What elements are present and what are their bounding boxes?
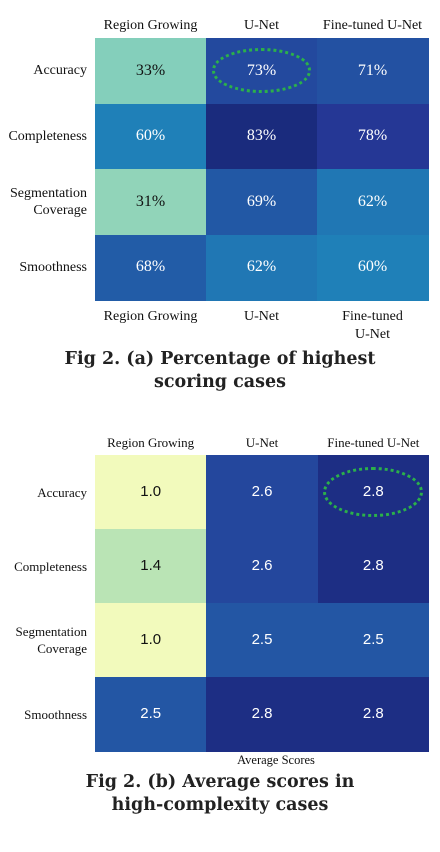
heatmap-a-row-label: Smoothness: [0, 259, 87, 276]
heatmap-b-row-label: Segmentation Coverage: [0, 623, 88, 657]
heatmap-a-bottom-label: Fine-tuned U-Net: [317, 308, 428, 344]
heatmap-b-cell: [95, 455, 207, 530]
heatmap-b-xlabel: Average Scores: [237, 753, 315, 767]
heatmap-a-cell-value: 69%: [246, 192, 277, 210]
heatmap-b-row-label: Completeness: [0, 558, 87, 575]
heatmap-a-cell-value: 71%: [357, 61, 388, 79]
heatmap-a-cell-value: 83%: [246, 127, 277, 145]
heatmap-a-row-label-line-1: Completeness: [8, 128, 87, 144]
heatmap-a-cell-value: 62%: [357, 192, 388, 210]
heatmap-b-cell: [206, 529, 319, 604]
heatmap-a-cell-value: 62%: [246, 258, 277, 276]
heatmap-a-cell-value: 60%: [135, 127, 166, 145]
heatmap-a-bottom-label: U-Net: [206, 308, 317, 326]
caption-b: Fig 2. (b) Average scores in high-comple…: [0, 771, 440, 817]
heatmap-b-cell-value: 1.0: [140, 483, 162, 500]
caption-a-line-1: Fig 2. (a) Percentage of highest: [64, 349, 376, 369]
heatmap-a-bottom-label-line-2: U-Net: [355, 327, 390, 342]
heatmap-b-row-label-line-1: Smoothness: [24, 706, 87, 722]
heatmap-b-cell: [95, 677, 207, 752]
heatmap-b-cell-value: 1.0: [140, 631, 162, 648]
heatmap-b-cell-value: 2.8: [251, 705, 273, 722]
heatmap-a-cell: [95, 234, 207, 301]
heatmap-a-row-label-line-2: Coverage: [33, 202, 87, 218]
heatmap-b-cell-value: 1.4: [140, 557, 162, 574]
heatmap-b-col-header: Region Growing: [107, 435, 195, 450]
caption-a: Fig 2. (a) Percentage of highest scoring…: [0, 348, 440, 394]
heatmap-b-cell-value: 2.6: [251, 557, 273, 574]
heatmap-b-cell: [317, 603, 430, 678]
heatmap-a-bottom-label-line-1: U-Net: [244, 309, 279, 324]
heatmap-b-row-label-line-2: Coverage: [37, 641, 87, 656]
caption-b-line-1: Fig 2. (b) Average scores in: [85, 772, 355, 792]
heatmap-b-cell: [317, 677, 430, 752]
heatmap-b-col-header: Fine-tuned U-Net: [327, 435, 420, 450]
heatmap-b-cell: [317, 529, 430, 604]
heatmap-a-cell: [95, 169, 207, 235]
heatmap-a-cell-value: 33%: [135, 61, 166, 79]
heatmap-b-cell: [206, 677, 319, 752]
heatmap-a-bottom-label: Region Growing: [95, 308, 206, 326]
heatmap-b-cell-value: 2.5: [362, 631, 384, 648]
heatmap-a-cell-value: 31%: [135, 192, 166, 210]
heatmap-b-row-label-line-1: Accuracy: [37, 484, 87, 500]
caption-a-line-2: scoring cases: [154, 372, 286, 392]
heatmap-b-cell-value: 2.8: [362, 705, 384, 722]
heatmap-a-cell: [317, 234, 429, 301]
heatmap-a-cell: [317, 38, 429, 104]
heatmap-a-col-header: U-Net: [244, 18, 279, 33]
heatmap-b-cell: [206, 603, 319, 678]
heatmap-b-highlight-ellipse: [323, 466, 424, 518]
heatmap-a-bottom-label-line-1: Fine-tuned: [342, 309, 403, 324]
heatmap-a-bottom-label-line-1: Region Growing: [103, 309, 198, 324]
heatmap-a-row-label: Accuracy: [0, 62, 87, 79]
heatmap-a-row-label: Completeness: [0, 128, 87, 145]
heatmap-panel-b: Region Growing U-Net Fine-tuned U-Net 1.0 2.…: [0, 425, 440, 852]
heatmap-a-cell: [317, 169, 429, 235]
heatmap-b-cell: [95, 529, 207, 604]
heatmap-b-cell: [95, 603, 207, 678]
heatmap-b-row-label-line-1: Completeness: [14, 558, 87, 574]
heatmap-a-cell-value: 60%: [357, 258, 388, 276]
heatmap-b-col-header: U-Net: [245, 435, 279, 450]
heatmap-a-cell: [95, 38, 207, 104]
heatmap-a-cell: [317, 103, 429, 170]
heatmap-a-cell: [206, 169, 318, 235]
heatmap-a-row-label-line-1: Smoothness: [19, 259, 87, 275]
heatmap-b-cell-value: 2.6: [251, 483, 273, 500]
heatmap-a-row-label-line-1: Accuracy: [33, 63, 87, 79]
heatmap-b-row-label: Smoothness: [0, 706, 87, 723]
heatmap-a-cell-value: 78%: [357, 127, 388, 145]
heatmap-a-cell: [206, 103, 318, 170]
heatmap-a-highlight-ellipse: [211, 48, 312, 93]
heatmap-b-cell: [206, 455, 319, 530]
heatmap-b-cell-value: 2.5: [140, 705, 162, 722]
heatmap-a-cell: [95, 103, 207, 170]
heatmap-a-row-label-line-1: Segmentation: [10, 185, 87, 201]
heatmap-a-col-header: Region Growing: [103, 18, 198, 33]
heatmap-a-col-header: Fine-tuned U-Net: [322, 18, 423, 33]
heatmap-b-row-label: Accuracy: [0, 484, 87, 501]
heatmap-b-row-label-line-1: Segmentation: [15, 624, 88, 639]
heatmap-panel-a: Region Growing U-Net Fine-tuned U-Net 33% 73…: [0, 0, 440, 410]
caption-b-line-2: high-complexity cases: [111, 795, 329, 815]
heatmap-a-cell: [206, 234, 318, 301]
heatmap-b-cell-value: 2.5: [251, 631, 273, 648]
heatmap-a-row-label: Segmentation Coverage: [0, 185, 87, 219]
heatmap-b-cell-value: 2.8: [362, 557, 384, 574]
heatmap-a-cell-value: 68%: [135, 258, 166, 276]
